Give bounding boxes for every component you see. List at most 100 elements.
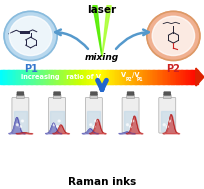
Bar: [53, 70, 55, 84]
Bar: [71, 70, 73, 84]
Bar: [51, 111, 64, 131]
Text: P1: P1: [24, 64, 38, 74]
Text: P2: P2: [166, 64, 180, 74]
FancyBboxPatch shape: [17, 92, 24, 95]
Bar: [135, 70, 137, 84]
Bar: [18, 70, 20, 84]
Bar: [181, 70, 183, 84]
Circle shape: [53, 124, 55, 126]
Bar: [186, 70, 188, 84]
Polygon shape: [196, 68, 204, 86]
Bar: [124, 111, 137, 131]
Bar: [176, 70, 178, 84]
Bar: [178, 70, 180, 84]
Bar: [120, 70, 122, 84]
Circle shape: [4, 11, 57, 60]
Bar: [193, 70, 195, 84]
Bar: [48, 70, 50, 84]
Bar: [28, 70, 30, 84]
Circle shape: [163, 124, 165, 126]
Bar: [73, 70, 75, 84]
Circle shape: [126, 124, 129, 126]
Circle shape: [90, 124, 92, 126]
Bar: [82, 70, 84, 84]
Bar: [107, 70, 109, 84]
Bar: [89, 70, 91, 84]
Bar: [94, 70, 96, 84]
Circle shape: [56, 126, 58, 128]
Text: mixing: mixing: [85, 53, 119, 62]
Bar: [157, 70, 159, 84]
Bar: [145, 70, 147, 84]
Bar: [162, 70, 164, 84]
Bar: [86, 70, 88, 84]
Bar: [185, 70, 187, 84]
FancyBboxPatch shape: [54, 92, 61, 95]
Bar: [172, 70, 174, 84]
Circle shape: [16, 124, 18, 126]
Bar: [148, 70, 151, 84]
Bar: [117, 70, 119, 84]
Bar: [158, 70, 160, 84]
Circle shape: [58, 120, 60, 122]
Bar: [17, 70, 19, 84]
Bar: [132, 70, 134, 84]
Bar: [134, 70, 136, 84]
FancyBboxPatch shape: [53, 94, 61, 99]
Bar: [12, 70, 14, 84]
Bar: [81, 70, 83, 84]
Bar: [44, 70, 47, 84]
Circle shape: [19, 126, 21, 128]
Bar: [49, 70, 52, 84]
Text: V: V: [121, 72, 126, 78]
Bar: [35, 70, 37, 84]
Text: P1: P1: [137, 77, 144, 82]
Bar: [25, 70, 27, 84]
Bar: [41, 70, 43, 84]
Bar: [54, 70, 57, 84]
FancyBboxPatch shape: [12, 98, 29, 133]
Bar: [38, 70, 40, 84]
Bar: [152, 70, 154, 84]
Bar: [58, 70, 60, 84]
Bar: [139, 70, 141, 84]
Text: laser: laser: [88, 5, 116, 15]
FancyBboxPatch shape: [122, 98, 139, 133]
Bar: [76, 70, 78, 84]
Bar: [191, 70, 193, 84]
Circle shape: [168, 120, 170, 122]
Bar: [66, 70, 68, 84]
Bar: [175, 70, 177, 84]
Bar: [130, 70, 132, 84]
Bar: [87, 111, 101, 131]
Bar: [5, 70, 7, 84]
FancyBboxPatch shape: [49, 98, 66, 133]
Bar: [10, 70, 12, 84]
Bar: [165, 70, 167, 84]
Bar: [63, 70, 65, 84]
Bar: [170, 70, 172, 84]
Bar: [173, 70, 175, 84]
Bar: [147, 70, 149, 84]
Bar: [91, 70, 93, 84]
Bar: [163, 70, 165, 84]
Bar: [20, 70, 22, 84]
Bar: [114, 70, 116, 84]
Text: /V: /V: [132, 72, 139, 78]
Bar: [125, 70, 127, 84]
Bar: [143, 70, 145, 84]
Bar: [102, 70, 104, 84]
Bar: [68, 70, 70, 84]
Bar: [166, 70, 169, 84]
Circle shape: [132, 120, 134, 122]
Bar: [168, 70, 170, 84]
Bar: [101, 70, 103, 84]
FancyBboxPatch shape: [90, 94, 98, 99]
Circle shape: [166, 126, 168, 128]
Bar: [183, 70, 185, 84]
Bar: [122, 70, 124, 84]
Bar: [33, 70, 35, 84]
FancyBboxPatch shape: [90, 92, 97, 95]
Polygon shape: [102, 6, 111, 57]
Circle shape: [147, 11, 200, 60]
